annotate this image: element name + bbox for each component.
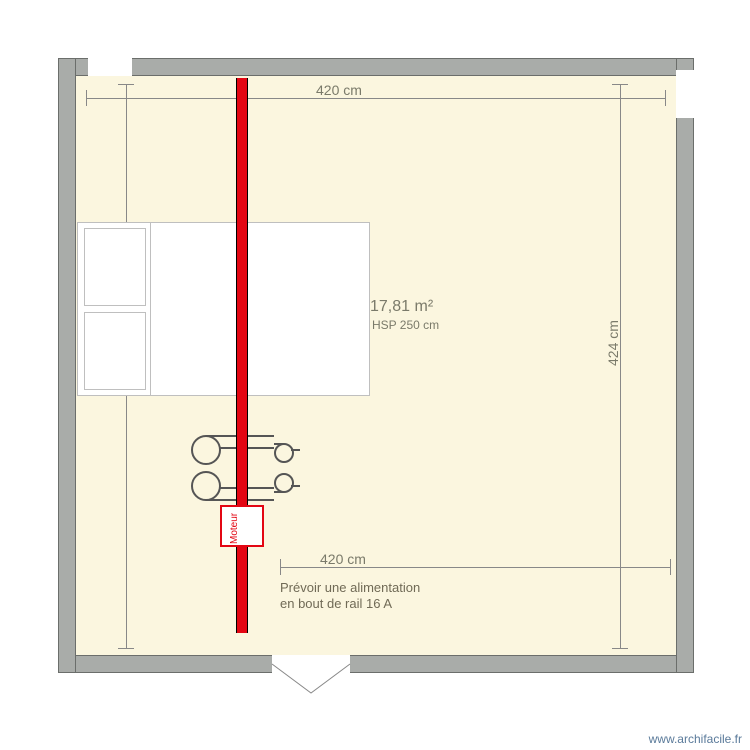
dim-bottom-tick-r (670, 559, 671, 575)
motor-box (220, 505, 264, 547)
room-hsp: HSP 250 cm (372, 318, 439, 332)
credit-link[interactable]: www.archifacile.fr (649, 732, 742, 746)
dim-top-line (86, 98, 665, 99)
room-area: 17,81 m² (370, 298, 433, 316)
window-top-left (88, 58, 132, 76)
bed-pillow-1 (84, 228, 146, 306)
door-arc-icon (272, 655, 350, 695)
dim-bottom-line (280, 567, 670, 568)
dim-top-tick-r (665, 90, 666, 106)
floorplan-canvas: 420 cm 420 cm 424 cm 424 cm (0, 0, 750, 750)
dim-right-label: 424 cm (605, 320, 621, 366)
dim-top-tick-l (86, 90, 87, 106)
dim-top-label: 420 cm (316, 82, 362, 98)
wall-bottom (58, 655, 694, 673)
wall-top (58, 58, 694, 76)
dim-bottom-label: 420 cm (320, 551, 366, 567)
dim-right-tick-t (612, 84, 628, 85)
dim-bottom-tick-l (280, 559, 281, 575)
dim-right-line (620, 84, 621, 648)
wall-left (58, 58, 76, 673)
note-line1: Prévoir une alimentation (280, 580, 420, 596)
dim-right-tick-b (612, 648, 628, 649)
bed-pillow-2 (84, 312, 146, 390)
bed-sheet-line (150, 222, 151, 396)
window-top-right (676, 70, 694, 118)
wall-right (676, 58, 694, 673)
dim-left-tick-b (118, 648, 134, 649)
note-line2: en bout de rail 16 A (280, 596, 392, 612)
motor-label: Moteur (229, 513, 240, 544)
ceiling-rail (236, 78, 248, 633)
dim-left-tick-t (118, 84, 134, 85)
